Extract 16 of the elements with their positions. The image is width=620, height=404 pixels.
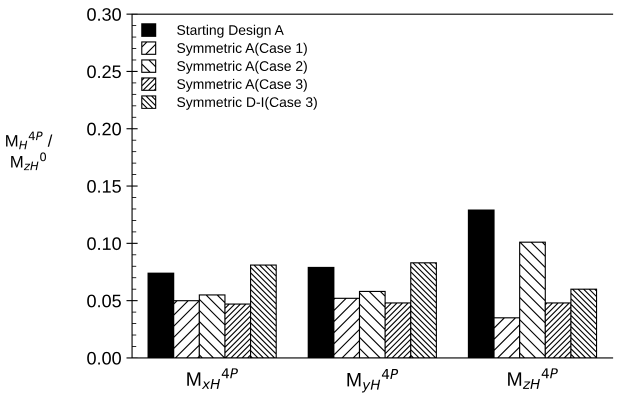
legend-label: Starting Design A: [177, 24, 284, 38]
y-tick-label: 0.25: [87, 65, 121, 78]
legend-label: Symmetric A(Case 3): [177, 78, 307, 92]
text: M$_{H}$$^{4P}$ / M$_{zH}$$^{0}$: [6, 132, 52, 170]
x-tick-label: M$_{yH}$$^{4P}$: [347, 369, 398, 392]
y-tick-label: 0.30: [87, 8, 121, 21]
y-tick-label: 0.20: [87, 122, 121, 136]
legend-label: Symmetric A(Case 2): [177, 60, 307, 74]
y-tick-label: 0.10: [87, 237, 121, 250]
legend-label: Symmetric D-I(Case 3): [177, 96, 317, 110]
x-tick-label: M$_{xH}$$^{4P}$: [187, 368, 238, 389]
legend-label: Symmetric A(Case 1): [177, 42, 307, 56]
y-tick-label: 0.00: [87, 352, 121, 365]
x-tick-label: M$_{zH}$$^{4P}$: [508, 368, 558, 389]
y-tick-label: 0.05: [87, 294, 121, 308]
y-tick-label: 0.15: [87, 180, 121, 193]
